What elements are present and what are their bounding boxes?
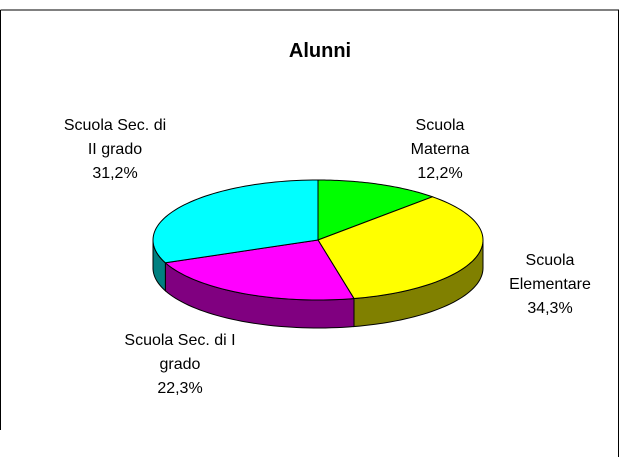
slice-label: Scuola Elementare 34,3% bbox=[490, 249, 610, 321]
category-label: Scuola Sec. di II grado bbox=[63, 117, 167, 158]
category-label: Scuola Elementare bbox=[509, 252, 591, 293]
category-label: Scuola Materna bbox=[410, 117, 470, 158]
chart-title: Alunni bbox=[288, 40, 352, 62]
value-label: 22,3% bbox=[157, 380, 203, 397]
slice-label: Scuola Sec. di II grado 31,2% bbox=[60, 114, 170, 186]
category-label: Scuola Sec. di I grado bbox=[124, 332, 236, 373]
value-label: 12,2% bbox=[417, 165, 463, 182]
value-label: 31,2% bbox=[92, 165, 138, 182]
slice-label: Scuola Sec. di I grado 22,3% bbox=[115, 329, 245, 401]
slice-label: Scuola Materna 12,2% bbox=[395, 114, 485, 186]
value-label: 34,3% bbox=[527, 300, 573, 317]
slice bbox=[317, 196, 484, 300]
slice bbox=[317, 179, 434, 241]
slice bbox=[152, 179, 319, 264]
slice bbox=[164, 239, 355, 301]
